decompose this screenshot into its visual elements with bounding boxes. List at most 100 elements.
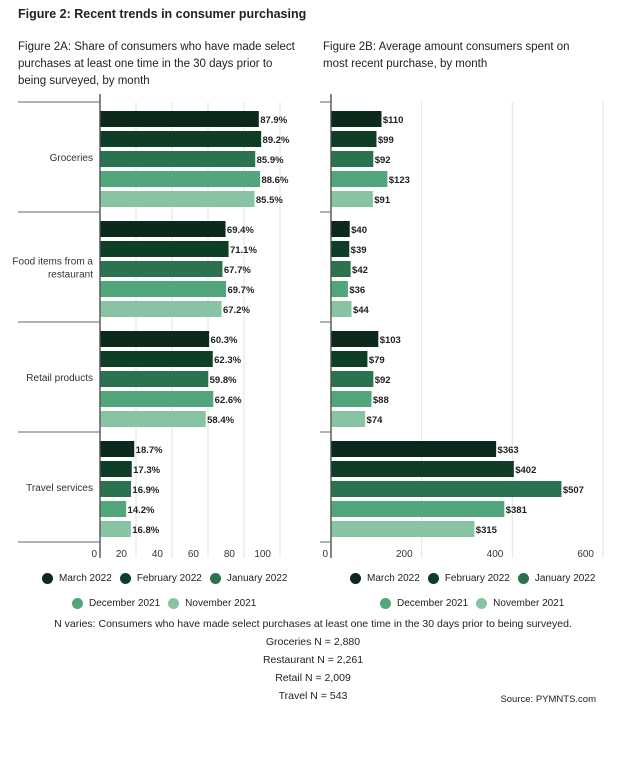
data-label: 71.1% bbox=[230, 245, 257, 256]
bar bbox=[331, 191, 373, 207]
category-label: Groceries bbox=[50, 153, 93, 164]
tick-label: 0 bbox=[91, 549, 97, 560]
bar bbox=[100, 241, 229, 257]
tick-label: 100 bbox=[254, 549, 271, 560]
bar bbox=[100, 461, 132, 477]
legend-item: February 2022 bbox=[427, 573, 510, 584]
bar bbox=[331, 461, 514, 477]
bar bbox=[100, 111, 259, 127]
bar bbox=[331, 351, 368, 367]
bar bbox=[100, 131, 262, 147]
data-label: $44 bbox=[353, 305, 370, 316]
legend-swatch bbox=[209, 573, 221, 584]
bar bbox=[100, 521, 131, 537]
bar bbox=[100, 501, 127, 517]
bar bbox=[100, 301, 222, 317]
tick-label: 400 bbox=[487, 549, 504, 560]
data-label: $42 bbox=[352, 265, 368, 276]
data-label: $88 bbox=[373, 395, 389, 406]
legend-item: January 2022 bbox=[209, 573, 287, 584]
tick-label: 40 bbox=[152, 549, 164, 560]
legend-swatch bbox=[72, 598, 83, 609]
data-label: 14.2% bbox=[128, 505, 155, 516]
category-label: Retail products bbox=[26, 373, 93, 384]
legend-swatch bbox=[42, 573, 53, 584]
bar bbox=[331, 481, 562, 497]
data-label: 16.8% bbox=[132, 525, 159, 536]
data-label: $39 bbox=[351, 245, 367, 256]
footnote: Groceries N = 2,880 bbox=[265, 636, 361, 648]
data-label: 60.3% bbox=[211, 335, 238, 346]
tick-label: 60 bbox=[188, 549, 200, 560]
data-label: $91 bbox=[374, 195, 391, 206]
bar bbox=[331, 221, 350, 237]
legend-label: November 2021 bbox=[493, 598, 565, 609]
bar bbox=[100, 351, 213, 367]
legend-item: December 2021 bbox=[72, 598, 160, 609]
legend-item: March 2022 bbox=[350, 573, 420, 584]
data-label: 67.2% bbox=[223, 305, 250, 316]
legend-swatch bbox=[168, 598, 180, 609]
tick-label: 80 bbox=[224, 549, 236, 560]
bar bbox=[100, 481, 132, 497]
footnote: Travel N = 543 bbox=[278, 690, 348, 702]
data-label: $315 bbox=[476, 525, 498, 536]
bar bbox=[100, 221, 226, 237]
data-label: 69.7% bbox=[227, 285, 254, 296]
data-label: $99 bbox=[378, 135, 394, 146]
legend-item: November 2021 bbox=[168, 598, 256, 609]
bar bbox=[331, 411, 366, 427]
source: Source: PYMNTS.com bbox=[500, 694, 596, 705]
legend-swatch bbox=[380, 598, 391, 609]
category-label: Travel services bbox=[26, 483, 93, 494]
bar bbox=[100, 391, 214, 407]
data-label: 85.9% bbox=[257, 155, 284, 166]
bar bbox=[100, 171, 261, 187]
legend-label: February 2022 bbox=[136, 573, 202, 584]
legend-label: January 2022 bbox=[534, 573, 596, 584]
data-label: $110 bbox=[383, 115, 404, 126]
data-label: 58.4% bbox=[207, 415, 234, 426]
bar bbox=[331, 371, 374, 387]
legend-label: March 2022 bbox=[59, 573, 112, 584]
bar bbox=[331, 441, 497, 457]
category-label: Food items from a bbox=[12, 257, 93, 268]
bar bbox=[331, 241, 350, 257]
data-label: 87.9% bbox=[260, 115, 287, 126]
data-label: 16.9% bbox=[132, 485, 159, 496]
bar bbox=[331, 171, 388, 187]
tick-label: 200 bbox=[396, 549, 413, 560]
legend: March 2022 February 2022 January 2022 bbox=[42, 573, 287, 584]
tick-label: 600 bbox=[577, 549, 594, 560]
bar bbox=[100, 411, 206, 427]
legend-label: December 2021 bbox=[397, 598, 469, 609]
data-label: 18.7% bbox=[136, 445, 163, 456]
data-label: $36 bbox=[349, 285, 365, 296]
bar bbox=[100, 151, 256, 167]
data-label: 85.5% bbox=[256, 195, 283, 206]
data-label: $103 bbox=[380, 335, 401, 346]
legend: March 2022 February 2022 January 2022 bbox=[350, 573, 595, 584]
data-label: $363 bbox=[498, 445, 519, 456]
bar bbox=[100, 261, 223, 277]
bar bbox=[100, 331, 210, 347]
legend-label: March 2022 bbox=[367, 573, 420, 584]
legend-item: February 2022 bbox=[119, 573, 202, 584]
bar bbox=[331, 261, 351, 277]
bar bbox=[331, 521, 475, 537]
data-label: $381 bbox=[506, 505, 528, 516]
data-label: $74 bbox=[367, 415, 384, 426]
chart-b-title: Figure 2B: Average amount consumers spen… bbox=[323, 41, 570, 70]
legend: December 2021 November 2021 bbox=[72, 598, 256, 609]
data-label: 69.4% bbox=[227, 225, 254, 236]
bar bbox=[331, 331, 379, 347]
data-label: $40 bbox=[351, 225, 367, 236]
legend-item: January 2022 bbox=[517, 573, 596, 584]
bar bbox=[100, 371, 209, 387]
data-label: $507 bbox=[563, 485, 584, 496]
data-label: 62.6% bbox=[215, 395, 242, 406]
legend-swatch bbox=[427, 573, 439, 584]
legend-item: November 2021 bbox=[476, 598, 564, 609]
